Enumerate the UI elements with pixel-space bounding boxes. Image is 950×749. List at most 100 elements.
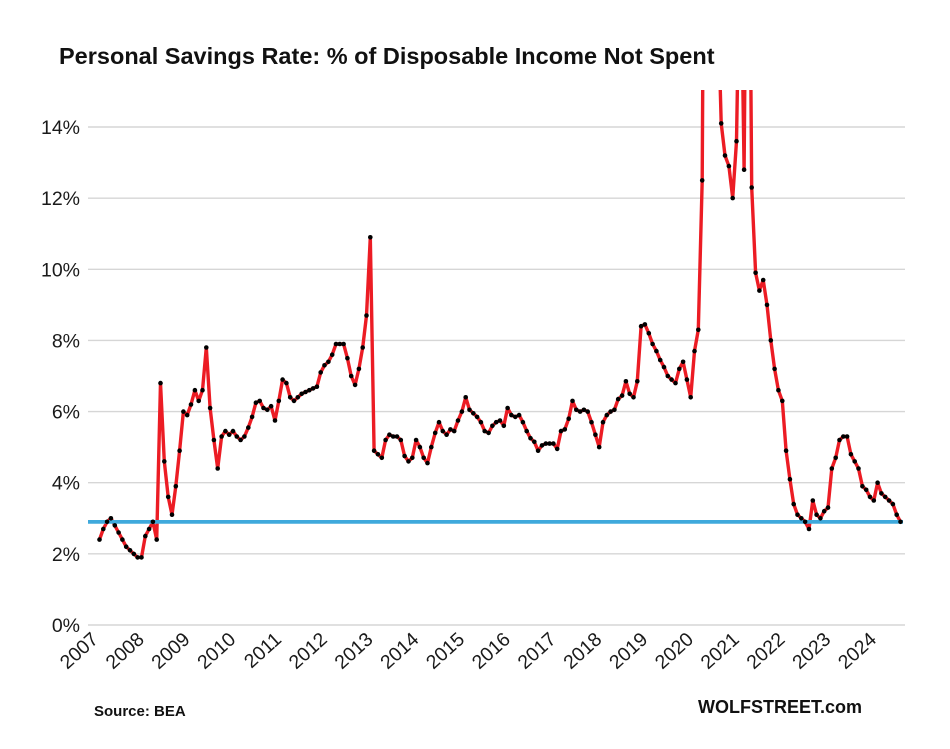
data-point [108, 516, 114, 521]
data-point [539, 443, 545, 448]
x-tick-label: 2013 [331, 628, 378, 673]
data-point [135, 555, 140, 560]
data-point [764, 302, 770, 308]
data-point [383, 437, 388, 443]
data-point [860, 484, 865, 489]
data-point [898, 519, 903, 525]
data-point [780, 398, 785, 404]
data-point [867, 494, 873, 500]
data-point [184, 412, 190, 418]
data-point [474, 414, 480, 420]
x-tick-label: 2016 [468, 628, 515, 673]
data-point [123, 544, 129, 549]
data-point [307, 387, 312, 393]
data-point [661, 364, 667, 370]
data-point [833, 455, 838, 461]
data-point [348, 373, 354, 379]
data-point [444, 432, 449, 438]
data-point [818, 516, 823, 521]
data-point [368, 235, 373, 240]
data-point [448, 427, 453, 432]
data-point [593, 432, 598, 438]
data-point [856, 466, 861, 471]
data-point [265, 407, 270, 413]
data-point [192, 387, 198, 393]
y-tick-label: 10% [41, 259, 80, 281]
data-point [406, 459, 411, 464]
data-point [253, 400, 259, 406]
data-point [230, 428, 236, 434]
data-point [165, 494, 171, 500]
data-point [524, 428, 529, 434]
data-point [654, 348, 659, 354]
series-layer [88, 90, 903, 560]
x-tick-label: 2017 [514, 628, 561, 673]
data-point [432, 430, 438, 436]
data-point [547, 441, 552, 446]
data-point [718, 121, 724, 126]
data-point [207, 405, 213, 411]
data-point [825, 505, 831, 510]
data-point [844, 434, 850, 439]
data-point [730, 195, 735, 201]
data-point [726, 163, 732, 169]
data-point [612, 407, 617, 413]
data-point [768, 338, 774, 343]
data-point [459, 409, 465, 414]
data-point [635, 379, 640, 384]
data-point [490, 423, 495, 429]
data-point [509, 412, 514, 418]
data-point [417, 444, 423, 450]
data-point [478, 419, 484, 425]
data-point [574, 407, 579, 413]
data-point [410, 455, 415, 461]
data-point [520, 419, 526, 425]
data-point [528, 435, 533, 441]
data-point [806, 526, 812, 532]
data-point [570, 398, 575, 404]
data-point [848, 452, 854, 457]
data-point [863, 487, 869, 493]
data-point [162, 459, 167, 464]
data-point [791, 501, 796, 507]
data-point [284, 380, 289, 386]
data-point [242, 434, 247, 439]
data-point [619, 393, 625, 398]
data-point [696, 327, 701, 333]
data-point [219, 434, 224, 439]
data-point [314, 384, 320, 390]
data-point [394, 434, 400, 439]
data-point [841, 434, 846, 439]
data-point [799, 516, 804, 521]
data-point [890, 501, 896, 507]
data-point [677, 366, 682, 372]
data-point [154, 537, 159, 542]
data-point [211, 437, 217, 443]
x-tick-label: 2009 [147, 628, 194, 673]
data-point [238, 437, 243, 443]
data-point [360, 345, 366, 350]
data-point [215, 466, 220, 471]
data-point [875, 480, 880, 486]
x-tick-label: 2014 [376, 628, 423, 673]
data-point [638, 323, 644, 329]
x-tick-label: 2012 [285, 628, 332, 673]
data-point [173, 484, 179, 489]
x-tick-label: 2023 [788, 628, 835, 673]
data-point [127, 548, 133, 553]
data-point [577, 409, 583, 414]
data-point [398, 437, 404, 443]
data-point [249, 414, 255, 420]
data-point [581, 407, 587, 413]
data-point [467, 407, 472, 413]
data-point [146, 526, 152, 532]
data-point [734, 138, 739, 144]
chart-title: Personal Savings Rate: % of Disposable I… [59, 43, 715, 69]
data-point [669, 377, 674, 382]
data-point [871, 498, 877, 503]
data-point [516, 412, 522, 418]
data-point [223, 428, 228, 434]
x-tick-label: 2021 [697, 628, 744, 673]
data-point [783, 448, 789, 454]
data-point [181, 409, 186, 414]
